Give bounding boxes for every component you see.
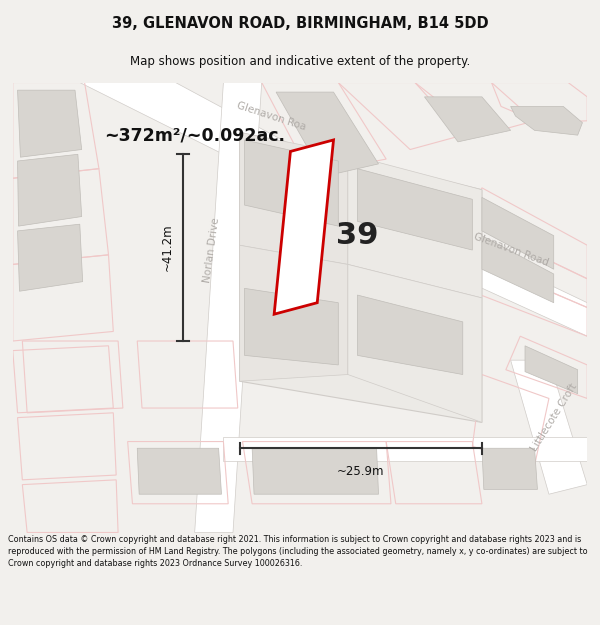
Polygon shape	[358, 169, 472, 250]
Polygon shape	[367, 207, 587, 336]
Polygon shape	[194, 82, 262, 532]
Text: ~41.2m: ~41.2m	[161, 224, 173, 271]
Polygon shape	[137, 448, 221, 494]
Polygon shape	[244, 288, 338, 365]
Polygon shape	[348, 264, 482, 422]
Polygon shape	[348, 154, 482, 298]
Polygon shape	[17, 154, 82, 226]
Text: Littlecote Croft: Littlecote Croft	[529, 382, 578, 453]
Polygon shape	[276, 92, 379, 176]
Text: ~25.9m: ~25.9m	[337, 466, 385, 479]
Polygon shape	[482, 198, 554, 269]
Polygon shape	[424, 97, 511, 142]
Polygon shape	[482, 448, 538, 489]
Text: Norlan Drive: Norlan Drive	[202, 217, 221, 283]
Polygon shape	[525, 346, 578, 394]
Polygon shape	[80, 82, 424, 241]
Text: 39: 39	[336, 221, 379, 250]
Text: Glenavon Roa: Glenavon Roa	[235, 100, 307, 132]
Polygon shape	[239, 245, 348, 381]
Text: Contains OS data © Crown copyright and database right 2021. This information is : Contains OS data © Crown copyright and d…	[8, 535, 587, 568]
Polygon shape	[511, 360, 587, 494]
Polygon shape	[252, 448, 379, 494]
Text: ~372m²/~0.092ac.: ~372m²/~0.092ac.	[104, 126, 285, 144]
Text: Glenavon Road: Glenavon Road	[472, 232, 550, 268]
Polygon shape	[223, 437, 587, 461]
Polygon shape	[482, 236, 554, 302]
Polygon shape	[239, 132, 482, 423]
Polygon shape	[274, 140, 334, 314]
Polygon shape	[17, 90, 82, 157]
Polygon shape	[244, 140, 338, 226]
Polygon shape	[239, 132, 348, 264]
Polygon shape	[17, 224, 83, 291]
Polygon shape	[511, 106, 583, 135]
Text: Map shows position and indicative extent of the property.: Map shows position and indicative extent…	[130, 56, 470, 68]
Text: 39, GLENAVON ROAD, BIRMINGHAM, B14 5DD: 39, GLENAVON ROAD, BIRMINGHAM, B14 5DD	[112, 16, 488, 31]
Polygon shape	[358, 295, 463, 374]
